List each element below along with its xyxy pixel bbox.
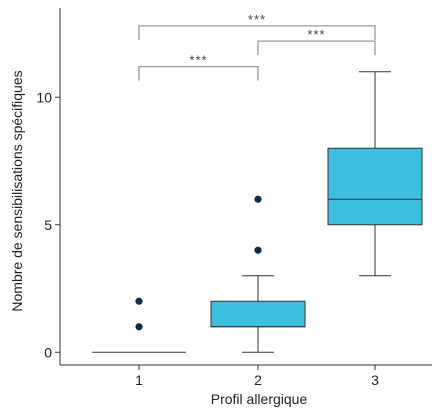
outlier-point xyxy=(135,297,143,305)
significance-label: *** xyxy=(248,12,266,27)
outlier-point xyxy=(135,323,143,331)
plot-area: 0 5 10 1 2 3 *** *** *** xyxy=(36,8,432,388)
outlier-point xyxy=(254,246,262,254)
y-tick-label: 10 xyxy=(36,89,52,105)
significance-label: *** xyxy=(307,27,325,42)
box-body xyxy=(327,147,423,226)
x-tick-label: 1 xyxy=(135,372,143,388)
x-axis-title: Profil allergique xyxy=(211,391,308,407)
box-body xyxy=(210,300,306,328)
outlier-point xyxy=(254,195,262,203)
y-tick-label: 0 xyxy=(44,344,52,360)
x-tick-label: 3 xyxy=(371,372,379,388)
x-tick-label: 2 xyxy=(254,372,262,388)
y-axis-title: Nombre de sensibilisations spécifiques xyxy=(9,70,25,311)
significance-bracket xyxy=(257,40,376,56)
y-tick-label: 5 xyxy=(44,217,52,233)
significance-bracket xyxy=(138,66,259,81)
significance-bracket xyxy=(138,25,376,40)
significance-label: *** xyxy=(189,53,207,68)
